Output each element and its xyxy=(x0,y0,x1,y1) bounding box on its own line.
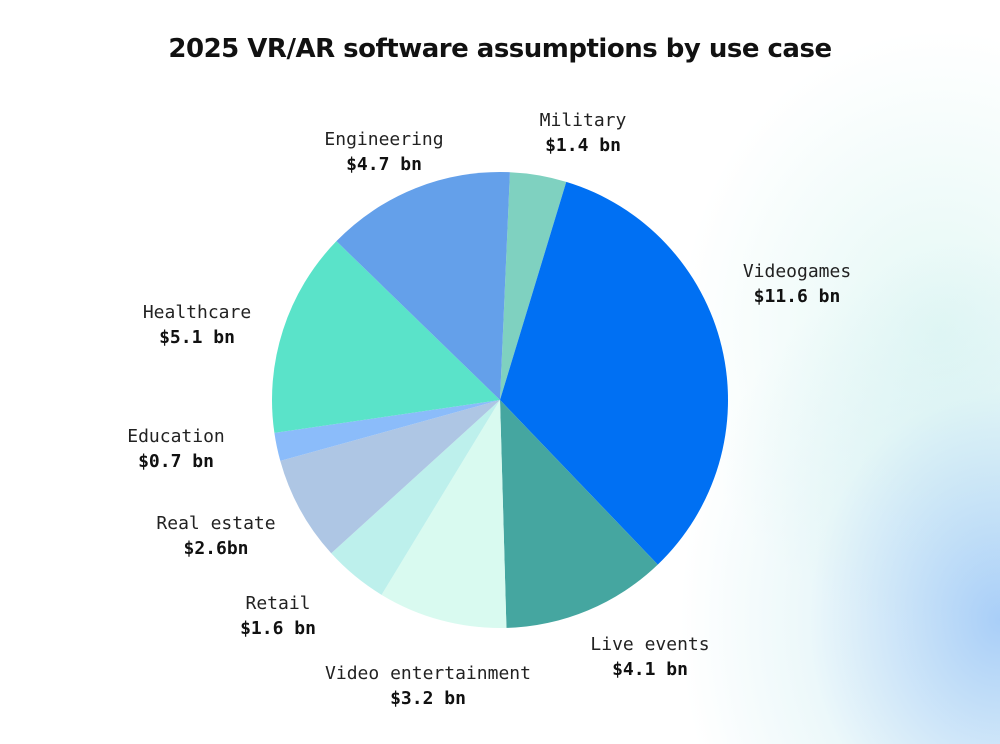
label-education: Education $0.7 bn xyxy=(127,426,225,472)
pie-slice-videogames xyxy=(500,181,728,565)
pie-slice-engineering xyxy=(336,172,510,400)
pie-slice-education xyxy=(274,400,500,461)
label-real-estate: Real estate $2.6bn xyxy=(156,513,276,559)
pie-slice-live-events xyxy=(500,400,658,628)
label-video-entertainment: Video entertainment $3.2 bn xyxy=(325,663,531,709)
label-engineering: Engineering $4.7 bn xyxy=(324,129,444,175)
label-retail: Retail $1.6 bn xyxy=(240,593,316,639)
label-healthcare: Healthcare $5.1 bn xyxy=(142,302,252,348)
pie-slice-real-estate xyxy=(280,400,500,554)
pie-slice-military xyxy=(500,172,567,400)
pie-slice-video-entertainment xyxy=(381,400,507,628)
label-military: Military $1.4 bn xyxy=(539,110,627,156)
chart-title: 2025 VR/AR software assumptions by use c… xyxy=(168,34,832,64)
pie-slice-retail xyxy=(331,400,500,595)
pie-slice-healthcare xyxy=(272,241,500,433)
label-live-events: Live events $4.1 bn xyxy=(590,634,710,680)
label-videogames: Videogames $11.6 bn xyxy=(742,261,852,307)
